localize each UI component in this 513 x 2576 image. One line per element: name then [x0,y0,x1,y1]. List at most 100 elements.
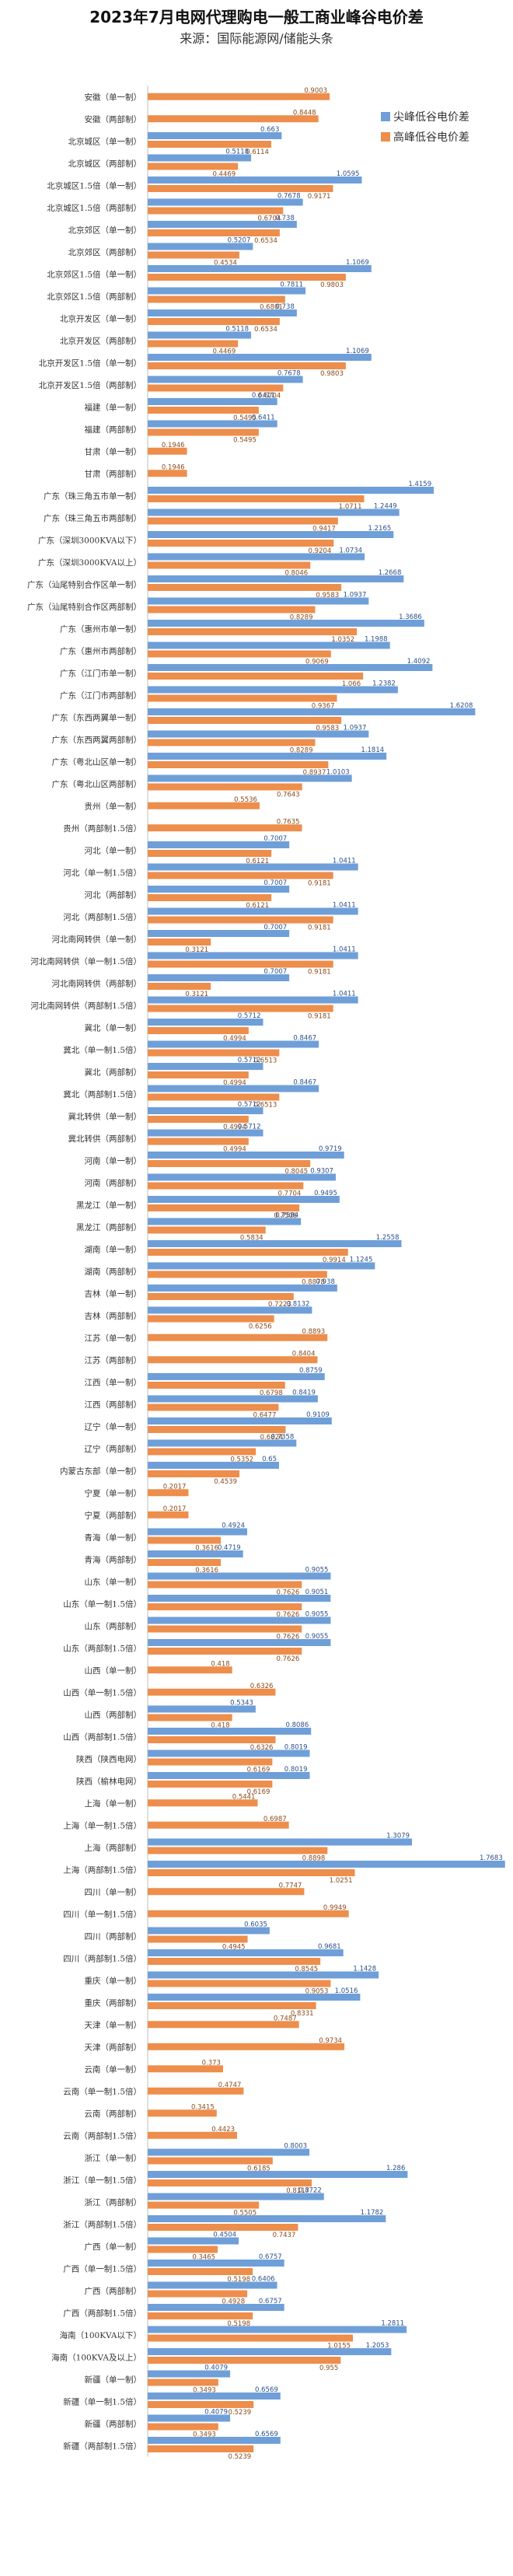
data-label-high: 0.7506 [274,1212,297,1220]
data-label-high: 0.1946 [162,463,185,471]
data-label-high: 0.4747 [218,2081,242,2089]
bar-peak [148,1617,331,1624]
data-label-high: 0.3493 [193,2431,216,2439]
bar-peak [148,641,390,649]
data-label-high: 0.6169 [247,1767,270,1774]
category-label: 江西（单一制） [85,1377,142,1387]
data-label-high: 0.7747 [279,1882,302,1889]
bar-peak [148,2304,284,2311]
data-label-high: 0.6534 [254,326,277,334]
category-label: 福建（两部制） [85,425,142,435]
category-label: 山东（单一制1.5倍） [63,1599,141,1609]
bar-peak [148,2348,392,2355]
bar-peak [148,1152,344,1159]
category-label: 陕西（榆林电网） [76,1776,141,1786]
bar-peak [148,1749,310,1757]
bar-peak [148,686,398,694]
bar-high [148,1226,266,1234]
category-label: 云南（单一制1.5倍） [63,2086,141,2096]
legend-label-high: 高峰低谷电价差 [393,131,469,144]
data-label-high: 0.9181 [308,924,331,932]
data-label-high: 0.955 [319,2365,338,2372]
bar-peak [148,1285,337,1291]
data-label-high: 0.9003 [304,87,327,95]
bar-peak [148,1439,297,1447]
bar-high [148,1160,311,1167]
category-label: 山西（单一制1.5倍） [63,1687,141,1697]
bar-high [148,761,329,768]
bar-high [148,2224,298,2231]
data-label-peak: 0.663 [260,126,279,134]
bar-peak [148,221,297,228]
data-label-high: 0.6987 [263,1816,287,1823]
bar-peak [148,1971,379,1979]
bar-peak [148,930,290,937]
category-label: 广东（深圳3000KVA以上） [38,557,141,568]
category-label: 北京开发区1.5倍（两部制） [39,380,141,390]
bar-high [148,1714,232,1721]
data-label-high: 0.9914 [323,1257,346,1264]
bar-peak [148,1040,319,1048]
bar-high [148,938,211,945]
category-label: 福建（单一制） [85,402,142,412]
bar-high [148,1005,333,1012]
data-label-high: 1.0711 [339,503,362,511]
data-label-peak: 0.9055 [305,1611,329,1619]
bar-high [148,1847,328,1854]
data-label-peak: 1.6208 [450,702,473,710]
data-label-peak: 0.7358 [271,1434,295,1442]
bar-high [148,2357,341,2364]
data-label-peak: 1.0734 [339,547,362,555]
data-label-peak: 0.7007 [263,968,287,976]
bar-high [148,1489,189,1497]
bar-peak [148,1838,413,1846]
data-label-peak: 1.0411 [333,991,356,998]
bar-high [148,163,239,170]
category-label: 黑龙江（两部制） [76,1222,141,1232]
category-label: 广西（两部制） [85,2286,142,2296]
category-label: 广东（珠三角五市两部制） [44,513,141,523]
bar-high [148,229,280,236]
data-label-high: 0.8893 [302,1328,325,1336]
bar-high [148,1603,302,1610]
bar-peak [148,1395,318,1403]
bar-high [148,584,342,591]
category-label: 内蒙古东部（单一制） [60,1466,141,1476]
category-label: 辽宁（单一制） [85,1421,142,1431]
bar-peak [148,331,252,339]
data-label-high: 0.6704 [258,393,281,400]
data-label-high: 0.9734 [319,2037,342,2045]
data-label-high: 0.3415 [191,2103,215,2111]
data-label-high: 0.7643 [277,792,300,799]
category-label: 吉林（两部制） [85,1311,142,1321]
data-label-peak: 0.7007 [263,879,287,887]
data-label-peak: 0.7678 [277,370,301,378]
data-label-high: 0.3121 [185,946,208,954]
data-label-high: 0.6513 [254,1102,277,1110]
data-label-high: 0.9181 [308,880,331,888]
bar-peak [148,2370,231,2378]
bar-high [148,1958,321,1965]
data-label-peak: 1.1428 [353,1966,376,1973]
data-label-peak: 1.2382 [372,680,396,688]
data-label-high: 1.066 [342,680,361,688]
category-label: 山东（两部制1.5倍） [63,1643,141,1653]
bar-peak [148,198,303,206]
bar-high [148,93,330,100]
data-label-peak: 0.738 [276,215,295,222]
bar-high [148,1182,304,1190]
data-label-high: 0.6326 [250,1744,274,1752]
category-label: 河北南网转供（单一制1.5倍） [30,956,141,966]
category-label: 四川（单一制1.5倍） [63,1909,141,1919]
category-label: 北京城区（两部制） [68,159,142,169]
bar-high [148,295,285,303]
data-label-high: 0.9181 [308,1013,331,1021]
data-label-high: 1.0155 [327,2343,351,2351]
legend-label-peak: 尖峰低谷电价差 [393,111,469,124]
category-label: 重庆（两部制） [85,1998,142,2008]
data-label-high: 0.8545 [295,1966,318,1973]
bar-high [148,1071,249,1078]
category-label: 北京城区（单一制） [68,136,142,146]
bar-high [148,1781,273,1788]
bar-high [148,561,311,569]
